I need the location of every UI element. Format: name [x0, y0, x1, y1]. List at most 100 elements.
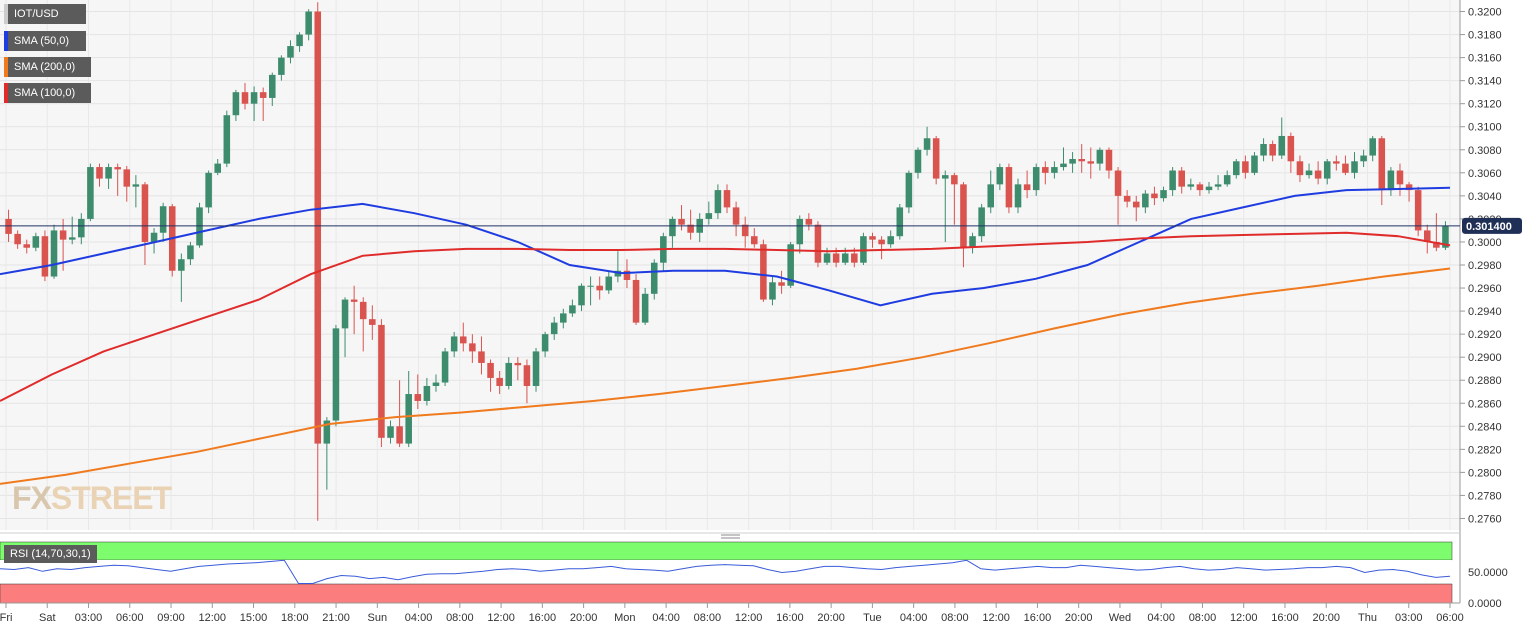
candle-body: [1069, 159, 1076, 164]
y-tick-label: 0.2840: [1468, 421, 1502, 433]
y-tick-label: 0.3000: [1468, 237, 1502, 249]
candle-body: [23, 244, 31, 248]
candle-body: [178, 259, 185, 271]
candle-body: [1142, 193, 1149, 208]
legend-sma-200[interactable]: SMA (200,0): [4, 57, 91, 77]
y-tick-label: 0.3100: [1468, 122, 1502, 134]
candle-body: [769, 282, 776, 300]
candle-body: [1433, 241, 1440, 248]
candle-body: [1205, 186, 1213, 191]
candle-body: [714, 190, 722, 214]
candle-body: [1005, 167, 1013, 208]
y-tick-label: 0.2980: [1468, 260, 1502, 272]
watermark-street: STREET: [50, 480, 172, 516]
y-tick-label: 0.3180: [1468, 30, 1502, 42]
x-tick-label: 12:00: [982, 612, 1010, 624]
candle-body: [878, 239, 885, 245]
rsi-line: [0, 559, 1451, 584]
candle-body: [323, 420, 331, 444]
candle-body: [1187, 184, 1195, 187]
x-tick-label: 03:00: [75, 612, 103, 624]
candle-body: [541, 334, 549, 352]
x-tick-label: Mon: [614, 612, 635, 624]
candle-body: [832, 253, 840, 263]
candle-body: [105, 167, 112, 179]
x-tick-label: Tue: [863, 612, 882, 624]
candle-body: [259, 92, 267, 98]
rsi-label[interactable]: RSI (14,70,30,1): [4, 545, 97, 563]
candle-body: [787, 244, 794, 286]
candle-body: [1214, 184, 1222, 187]
candle-body: [723, 190, 731, 208]
resize-handle[interactable]: [721, 534, 740, 539]
candle-body: [532, 351, 540, 386]
candle-body: [250, 92, 258, 104]
candle-body: [605, 276, 613, 291]
candle-body: [687, 224, 694, 233]
candle-body: [369, 319, 376, 325]
y-tick-label: 0.3160: [1468, 53, 1502, 65]
candle-body: [59, 230, 67, 240]
y-tick-label: 0.2820: [1468, 444, 1502, 456]
candle-body: [87, 167, 94, 219]
candle-body: [1333, 161, 1340, 164]
candle-body: [196, 207, 203, 246]
candle-body: [650, 262, 658, 294]
candle-body: [314, 11, 322, 444]
x-tick-label: 04:00: [652, 612, 680, 624]
candle-body: [287, 46, 294, 58]
price-axis: 0.3200 0.3180 0.3160 0.3140 0.3120 0.3100 0.30…: [1460, 7, 1502, 525]
candle-body: [269, 74, 276, 98]
candle-body: [1096, 149, 1104, 164]
candle-body: [1242, 161, 1249, 173]
candle-body: [805, 218, 813, 225]
grid: [0, 0, 1460, 530]
candle-body: [1132, 201, 1140, 208]
x-tick-label: 16:00: [1271, 612, 1299, 624]
x-tick-label: 03:00: [1395, 612, 1423, 624]
x-tick-label: 16:00: [1024, 612, 1052, 624]
x-tick-label: 20:00: [817, 612, 845, 624]
candle-body: [896, 207, 904, 237]
y-tick-label: 0.3040: [1468, 191, 1502, 203]
candle-body: [1123, 195, 1131, 202]
candle-body: [469, 343, 476, 352]
candle-body: [1023, 184, 1031, 191]
y-tick-label: 0.3080: [1468, 145, 1502, 157]
candle-body: [432, 382, 440, 386]
candle-body: [523, 365, 531, 386]
candle-body: [96, 167, 103, 179]
x-tick-label: 12:00: [735, 612, 763, 624]
x-tick-label: 16:00: [776, 612, 804, 624]
candle-body: [705, 213, 713, 219]
candle-body: [332, 328, 340, 421]
candle-body: [1396, 170, 1404, 185]
candle-body: [641, 293, 649, 323]
candle-body: [414, 394, 422, 401]
rsi-oversold-zone: [0, 583, 1453, 604]
candle-body: [505, 362, 513, 386]
candle-body: [1251, 155, 1258, 173]
legend-symbol[interactable]: IOT/USD: [4, 4, 86, 24]
candle-body: [41, 236, 49, 277]
legend-sma-50[interactable]: SMA (50,0): [4, 31, 86, 51]
last-price-label: 0.301400: [1466, 221, 1512, 233]
candle-body: [450, 336, 458, 352]
candle-body: [78, 218, 85, 238]
candle-body: [387, 426, 394, 438]
x-tick-label: 21:00: [322, 612, 350, 624]
candle-body: [1305, 170, 1313, 176]
candle-body: [1169, 170, 1176, 191]
candle-body: [823, 253, 831, 263]
candle-body: [378, 324, 385, 438]
x-tick-label: 16:00: [529, 612, 557, 624]
candle-body: [732, 207, 740, 225]
x-tick-label: 08:00: [694, 612, 722, 624]
candle-body: [1051, 167, 1058, 173]
rsi-mid-zone: [0, 560, 1452, 584]
candle-body: [1114, 170, 1122, 196]
candle-body: [1342, 163, 1349, 173]
legend-sma-100[interactable]: SMA (100,0): [4, 83, 91, 103]
x-tick-label: 09:00: [157, 612, 185, 624]
candle-body: [1378, 138, 1386, 191]
